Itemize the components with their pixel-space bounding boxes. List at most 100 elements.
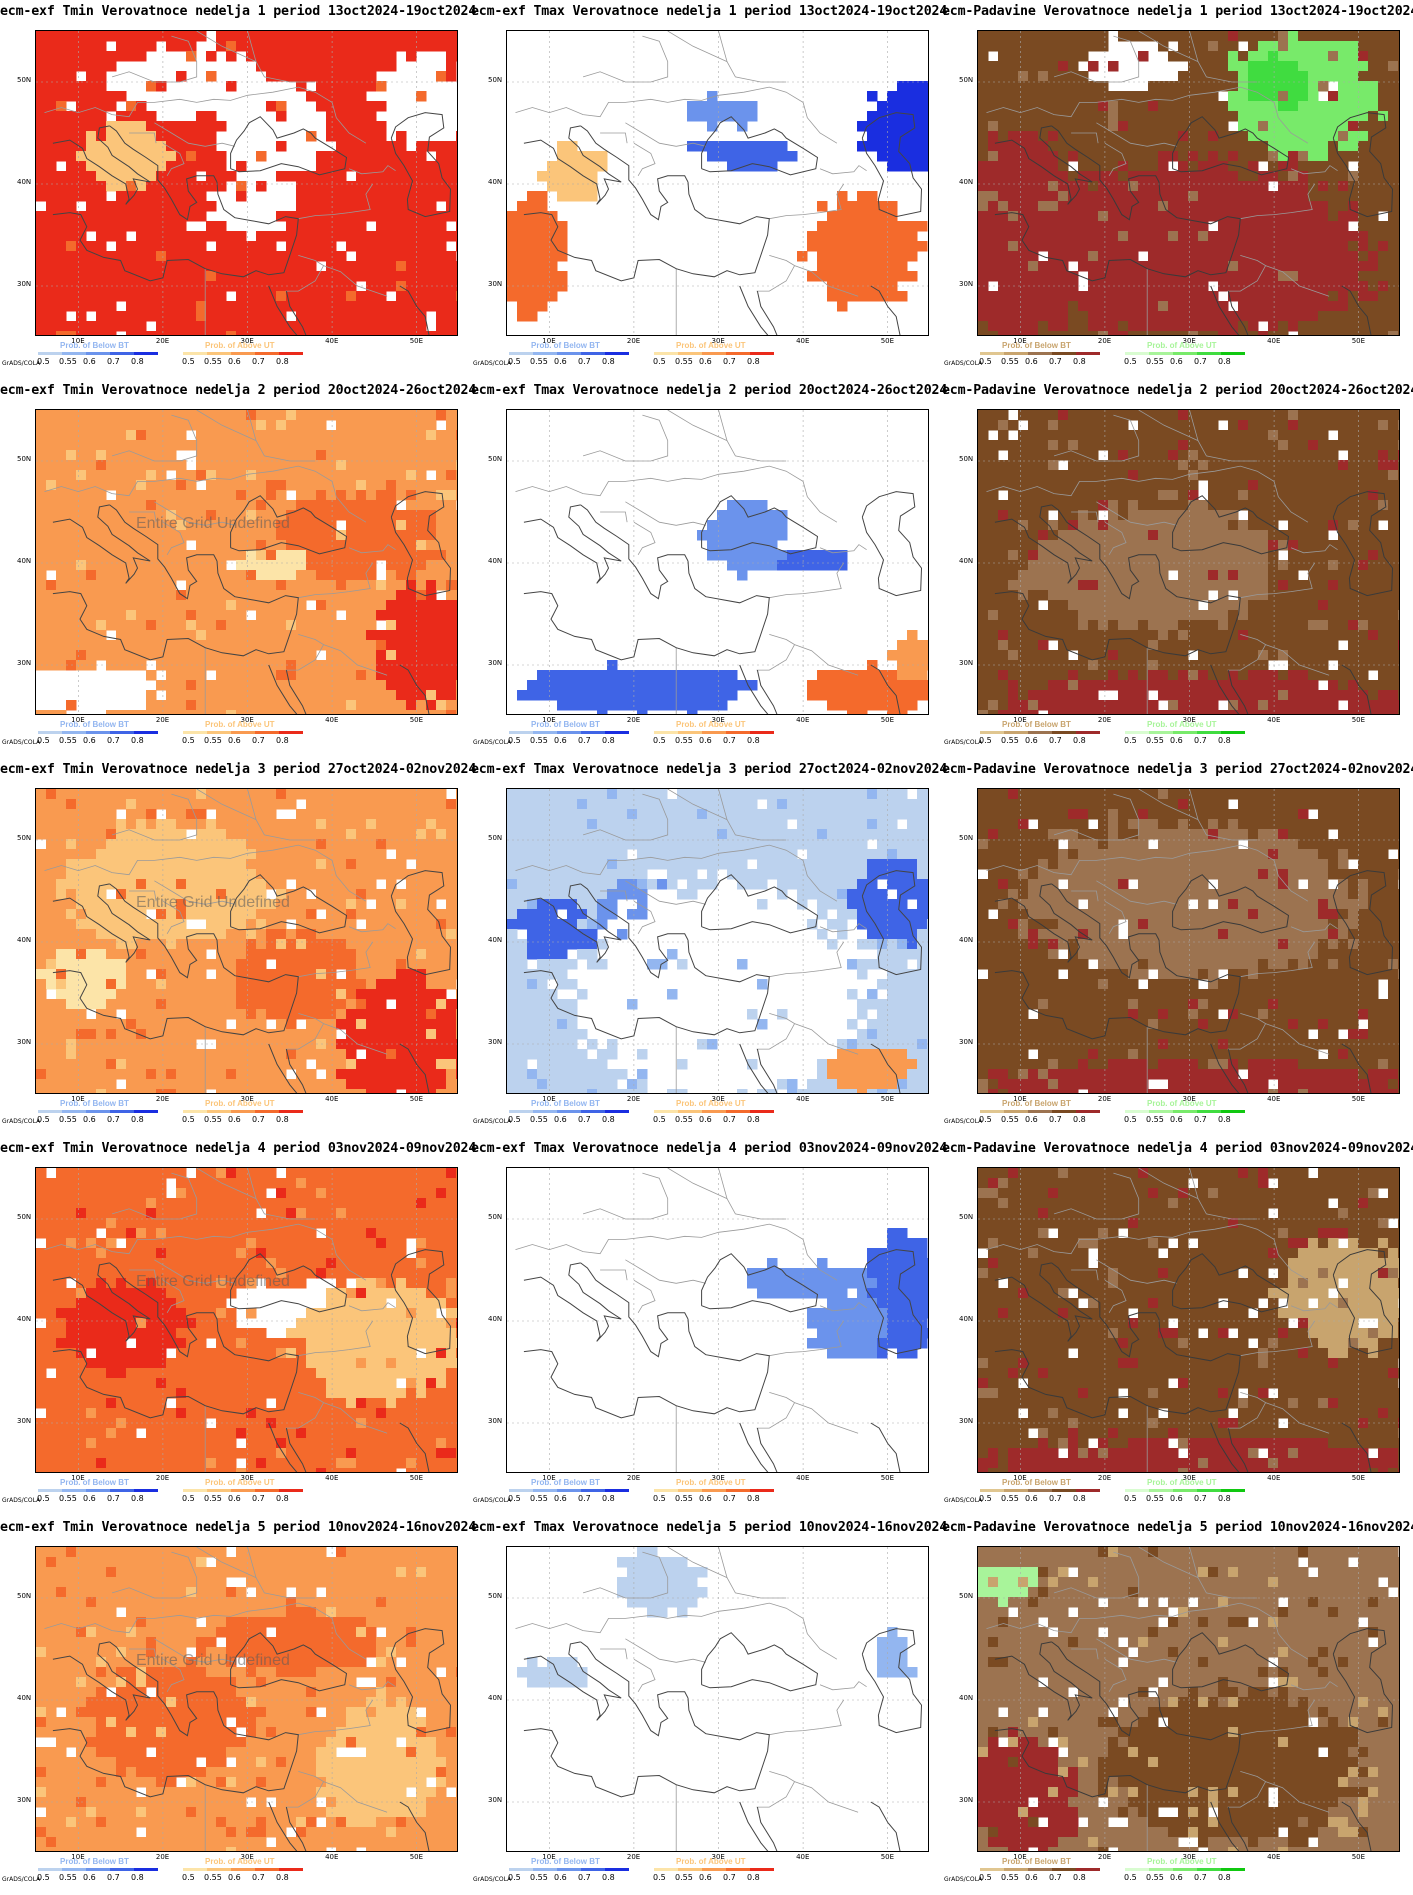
latitude-label: 40N [488, 1315, 503, 1323]
legend-label: Prob. of Above UT [676, 1478, 746, 1487]
longitude-label: 30E [1182, 1474, 1196, 1482]
latitude-label: 40N [959, 1694, 974, 1702]
map-panel-padavine-week-2: ecm-Padavine Verovatnoce nedelja 2 perio… [942, 383, 1413, 746]
probability-map [977, 30, 1400, 336]
legend-color-bar [38, 1489, 158, 1492]
longitude-label: 20E [1097, 1853, 1112, 1861]
map-canvas [36, 1168, 457, 1472]
legend-label: Prob. of Below BT [531, 1857, 600, 1866]
legend-label: Prob. of Above UT [676, 341, 746, 350]
software-credit: GrADS/COLA [944, 1876, 983, 1883]
probability-map [506, 1167, 929, 1473]
longitude-label: 20E [1097, 1095, 1112, 1103]
latitude-label: 40N [17, 1315, 32, 1323]
map-panel-tmin-week-2: ecm-exf Tmin Verovatnoce nedelja 2 perio… [0, 383, 477, 746]
legend-color-bar [183, 1489, 303, 1492]
legend-color-bar [654, 1110, 774, 1113]
longitude-label: 40E [325, 337, 339, 345]
legend-label: Prob. of Above UT [1147, 1857, 1217, 1866]
legend-label: Prob. of Below BT [60, 1478, 129, 1487]
longitude-label: 50E [1351, 1853, 1366, 1861]
panel-title: ecm-Padavine Verovatnoce nedelja 1 perio… [942, 4, 1413, 19]
software-credit: GrADS/COLA [473, 739, 512, 746]
map-panel-padavine-week-5: ecm-Padavine Verovatnoce nedelja 5 perio… [942, 1520, 1413, 1883]
legend-color-bar [509, 1110, 629, 1113]
legend-label: Prob. of Below BT [60, 1857, 129, 1866]
latitude-label: 40N [17, 936, 32, 944]
legend-color-bar [38, 1110, 158, 1113]
legend-color-bar [509, 1868, 629, 1871]
longitude-label: 10E [71, 716, 85, 724]
longitude-label: 20E [1097, 1474, 1112, 1482]
legend-label: Prob. of Above UT [676, 1857, 746, 1866]
legend-label: Prob. of Above UT [1147, 720, 1217, 729]
undefined-grid-watermark: Entire Grid Undefined [136, 1273, 290, 1290]
latitude-label: 30N [959, 1796, 974, 1804]
latitude-label: 30N [488, 1038, 503, 1046]
undefined-grid-watermark: Entire Grid Undefined [136, 894, 290, 911]
legend-label: Prob. of Below BT [60, 341, 129, 350]
latitude-label: 50N [17, 1213, 32, 1221]
longitude-label: 40E [325, 1095, 339, 1103]
legend-label: Prob. of Below BT [60, 1099, 129, 1108]
latitude-label: 40N [488, 1694, 503, 1702]
probability-map [506, 1546, 929, 1852]
legend-label: Prob. of Above UT [205, 1099, 275, 1108]
legend-label: Prob. of Above UT [205, 1478, 275, 1487]
legend-label: Prob. of Above UT [1147, 1478, 1217, 1487]
legend-color-bar [509, 1489, 629, 1492]
legend-color-bar [183, 352, 303, 355]
longitude-label: 50E [880, 337, 895, 345]
probability-map [977, 1167, 1400, 1473]
latitude-label: 50N [17, 76, 32, 84]
longitude-label: 40E [1267, 716, 1281, 724]
latitude-label: 40N [959, 936, 974, 944]
legend-color-bar [1125, 352, 1245, 355]
latitude-label: 30N [17, 659, 32, 667]
map-panel-tmax-week-1: ecm-exf Tmax Verovatnoce nedelja 1 perio… [471, 4, 948, 367]
longitude-label: 40E [796, 1095, 810, 1103]
longitude-label: 30E [240, 1474, 254, 1482]
legend-label: Prob. of Above UT [1147, 341, 1217, 350]
legend-color-bar [183, 731, 303, 734]
longitude-label: 40E [1267, 1853, 1281, 1861]
latitude-label: 30N [17, 280, 32, 288]
legend-color-bar [980, 1868, 1100, 1871]
software-credit: GrADS/COLA [473, 1876, 512, 1883]
probability-map [506, 788, 929, 1094]
latitude-label: 50N [488, 76, 503, 84]
legend-label: Prob. of Below BT [1002, 341, 1071, 350]
map-panel-tmax-week-3: ecm-exf Tmax Verovatnoce nedelja 3 perio… [471, 762, 948, 1125]
longitude-label: 30E [711, 337, 725, 345]
map-canvas [978, 1547, 1399, 1851]
longitude-label: 20E [1097, 337, 1112, 345]
panel-title: ecm-Padavine Verovatnoce nedelja 2 perio… [942, 383, 1413, 398]
longitude-label: 10E [1013, 1853, 1027, 1861]
longitude-label: 50E [880, 1095, 895, 1103]
software-credit: GrADS/COLA [2, 360, 41, 367]
longitude-label: 20E [626, 337, 641, 345]
probability-map [977, 1546, 1400, 1852]
legend-color-bar [38, 1868, 158, 1871]
longitude-label: 20E [155, 1095, 170, 1103]
legend-color-bar [654, 1868, 774, 1871]
latitude-label: 30N [488, 1417, 503, 1425]
latitude-label: 30N [488, 659, 503, 667]
longitude-label: 20E [155, 337, 170, 345]
legend-color-bar [980, 731, 1100, 734]
longitude-label: 20E [626, 716, 641, 724]
longitude-label: 10E [1013, 1095, 1027, 1103]
latitude-label: 40N [959, 178, 974, 186]
map-canvas [507, 789, 928, 1093]
longitude-label: 50E [409, 1853, 424, 1861]
legend-color-bar [980, 352, 1100, 355]
longitude-label: 50E [1351, 716, 1366, 724]
legend-color-bar [1125, 1110, 1245, 1113]
latitude-label: 30N [959, 280, 974, 288]
probability-map [506, 409, 929, 715]
legend-color-bar [38, 731, 158, 734]
longitude-label: 50E [409, 716, 424, 724]
longitude-label: 40E [325, 1853, 339, 1861]
latitude-label: 50N [488, 455, 503, 463]
legend-label: Prob. of Above UT [676, 1099, 746, 1108]
